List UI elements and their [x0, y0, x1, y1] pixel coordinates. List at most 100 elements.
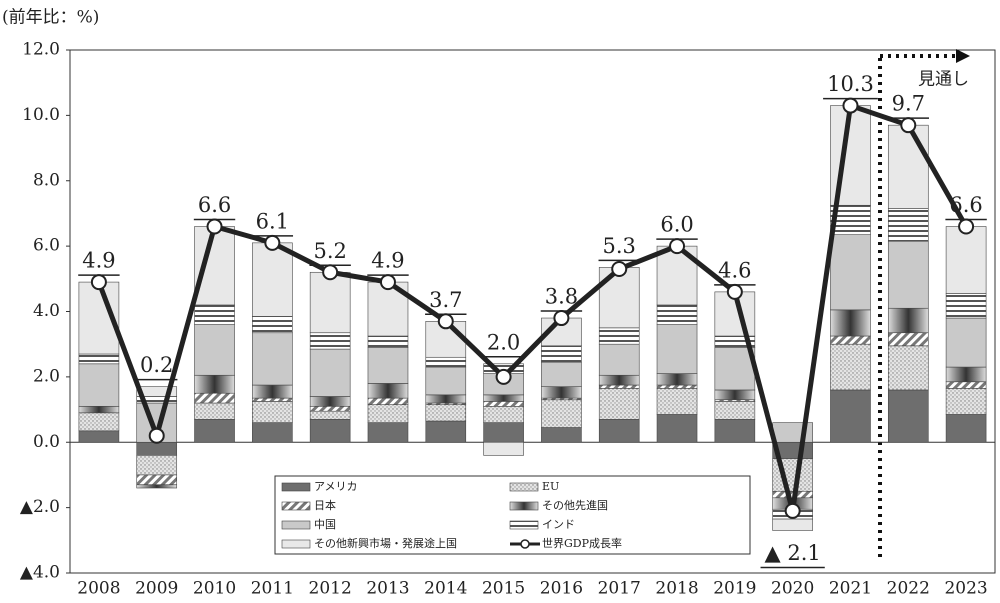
legend-swatch: [281, 520, 311, 530]
bar-segment: [309, 271, 351, 334]
line-point: [553, 310, 570, 327]
bar-segment: [483, 422, 524, 443]
bar-segment: [598, 419, 640, 443]
data-label: 6.1: [256, 209, 289, 233]
x-tick-label: 2008: [77, 579, 120, 599]
data-label: 2.0: [487, 330, 520, 354]
x-tick-label: 2014: [424, 579, 467, 599]
bar-segment: [656, 414, 698, 443]
bar-segment: [252, 316, 293, 334]
y-tick-label: 6.0: [33, 236, 60, 256]
bar-segment: [945, 414, 987, 443]
legend-swatch: [509, 520, 539, 530]
bar-segment: [656, 388, 698, 415]
legend-label: アメリカ: [314, 480, 357, 493]
bar-segment: [830, 234, 871, 311]
bar-segment: [367, 347, 409, 384]
y-tick-label: ▲2.0: [20, 497, 60, 517]
y-tick-label: 2.0: [33, 366, 60, 386]
line-point: [842, 97, 859, 114]
bar-segment: [887, 345, 929, 391]
bar-segment: [830, 309, 871, 337]
line-point: [379, 274, 396, 291]
line-point: [669, 238, 686, 255]
bar-segment: [78, 353, 120, 365]
bar-segment: [887, 332, 929, 347]
bar-segment: [425, 366, 467, 396]
data-label: 4.9: [82, 249, 115, 273]
x-tick-label: 2010: [193, 579, 236, 599]
x-tick-label: 2012: [309, 579, 352, 599]
bar-segment: [194, 324, 235, 376]
bar-segment: [598, 384, 640, 389]
data-label: 6.6: [949, 193, 982, 217]
bar-segment: [945, 226, 987, 294]
bar-segment: [945, 381, 987, 389]
bar-segment: [830, 343, 871, 391]
bar-segment: [830, 389, 871, 443]
data-label: 4.6: [718, 258, 751, 282]
data-label: 3.7: [429, 288, 462, 312]
line-point: [900, 117, 917, 134]
x-tick-label: 2019: [713, 579, 756, 599]
x-tick-label: 2016: [540, 579, 583, 599]
bar-segment: [194, 419, 235, 443]
bar-segment: [483, 401, 524, 407]
legend-swatch: [509, 501, 539, 511]
x-tick-label: 2013: [366, 579, 409, 599]
bar-segment: [714, 389, 756, 401]
bar-segment: [425, 404, 467, 422]
bar-segment: [945, 317, 987, 368]
data-label: 4.9: [371, 249, 404, 273]
bar-segment: [887, 240, 929, 309]
legend-label: インド: [542, 518, 575, 531]
bar-segment: [136, 441, 178, 456]
bar-segment: [541, 427, 582, 443]
bar-segment: [425, 356, 467, 368]
data-label: 6.0: [660, 213, 693, 237]
y-tick-label: 0.0: [33, 432, 60, 452]
bar-segment: [309, 348, 351, 397]
line-point: [437, 313, 454, 330]
y-tick-label: 10.0: [22, 105, 60, 125]
line-point: [206, 218, 223, 235]
bar-segment: [541, 386, 582, 399]
legend-marker: [520, 539, 530, 549]
x-tick-label: 2017: [598, 579, 641, 599]
bar-segment: [656, 373, 698, 386]
legend-label: EU: [542, 480, 559, 493]
bar-segment: [252, 384, 293, 399]
bar-segment: [309, 410, 351, 420]
bar-segment: [78, 430, 120, 443]
bar-segment: [598, 343, 640, 376]
bar-segment: [541, 399, 582, 428]
bar-segment: [78, 412, 120, 432]
bar-segment: [194, 402, 235, 420]
data-label: 5.2: [313, 239, 346, 263]
bar-segment: [194, 226, 235, 306]
line-point: [495, 368, 512, 385]
bar-segment: [367, 383, 409, 399]
legend-label: 中国: [314, 518, 336, 531]
bar-segment: [598, 374, 640, 386]
bar-segment: [194, 392, 235, 404]
bar-segment: [78, 405, 120, 414]
legend-label: 日本: [314, 498, 336, 512]
bar-segment: [483, 441, 524, 456]
legend-swatch: [281, 482, 311, 492]
bar-segment: [830, 335, 871, 345]
line-point: [611, 261, 628, 278]
data-label: 5.3: [603, 234, 636, 258]
bar-segment: [541, 361, 582, 387]
data-label: 10.3: [827, 72, 874, 96]
bar-segment: [945, 388, 987, 415]
bar-segment: [367, 404, 409, 423]
line-point: [90, 274, 107, 291]
bar-segment: [136, 455, 178, 476]
y-tick-label: 4.0: [33, 301, 60, 321]
bar-segment: [945, 293, 987, 319]
bar-segment: [367, 335, 409, 348]
line-point: [784, 502, 801, 519]
bar-segment: [772, 518, 813, 531]
